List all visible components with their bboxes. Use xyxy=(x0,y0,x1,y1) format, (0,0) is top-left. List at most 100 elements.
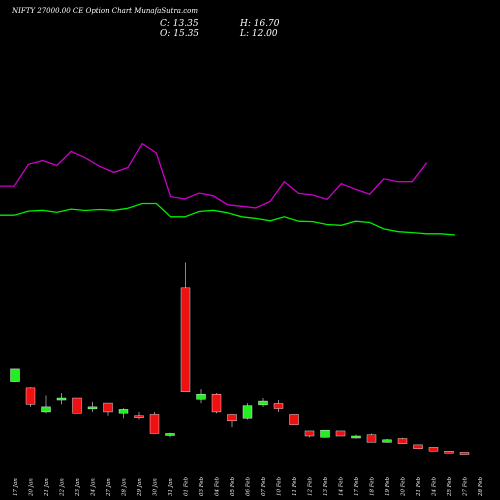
candle-body-up xyxy=(320,429,330,438)
candle xyxy=(149,411,160,434)
high-value: H: 16.70 xyxy=(240,19,280,29)
x-tick-label: 27 Jan xyxy=(106,478,112,497)
candle xyxy=(25,387,36,407)
candle xyxy=(335,430,346,437)
indicator-line-magenta xyxy=(0,142,428,209)
candle xyxy=(180,262,191,392)
candle xyxy=(413,444,423,449)
x-tick-label: 19 Feb xyxy=(385,476,391,496)
x-tick-label: 20 Feb xyxy=(401,476,407,497)
candle xyxy=(41,395,51,414)
candle-body-up xyxy=(258,400,268,406)
x-axis-labels: 17 Jan 20 Jan 21 Jan 22 Jan 23 Jan 24 Jan 27 J… xyxy=(13,476,484,497)
candle xyxy=(56,392,67,405)
candle-body-down xyxy=(227,414,237,422)
candle xyxy=(103,402,113,416)
candle-body-up xyxy=(165,433,175,436)
candle xyxy=(165,432,175,438)
indicator-line-green xyxy=(0,202,456,236)
candle-body-up xyxy=(118,409,129,414)
candle-body-down xyxy=(289,414,299,425)
candle-body-up xyxy=(10,368,20,382)
x-tick-label: 22 Jan xyxy=(60,478,66,497)
x-tick-label: 25 Feb xyxy=(447,476,453,497)
candle xyxy=(134,411,144,420)
candle-body-down xyxy=(273,403,284,409)
candle xyxy=(211,392,222,414)
candle xyxy=(428,447,439,452)
candle-body-down xyxy=(304,430,315,437)
candle-body-up xyxy=(382,439,392,443)
candle xyxy=(351,434,361,439)
x-tick-label: 23 Jan xyxy=(75,478,81,497)
x-tick-label: 28 Feb xyxy=(478,476,484,497)
candle-body-up xyxy=(242,405,253,419)
candle xyxy=(320,429,330,438)
x-tick-label: 17 Feb xyxy=(354,476,360,496)
candle-body-up xyxy=(41,406,51,413)
x-tick-label: 27 Feb xyxy=(463,476,469,497)
candle-body-up xyxy=(87,406,98,410)
x-tick-label: 01 Feb xyxy=(184,476,190,496)
candle-body-down xyxy=(459,452,470,455)
x-tick-label: 12 Feb xyxy=(308,476,314,496)
x-tick-label: 04 Feb xyxy=(215,476,221,496)
candle-body-down xyxy=(397,438,408,444)
candle xyxy=(10,368,20,383)
candle-body-down xyxy=(134,415,144,418)
candle xyxy=(87,401,98,412)
candle-body-up xyxy=(196,394,206,400)
candle xyxy=(118,408,129,419)
candle xyxy=(242,403,253,420)
candle-body-down xyxy=(413,444,423,449)
candle xyxy=(444,451,454,454)
candle-body-down xyxy=(72,397,82,414)
candle xyxy=(273,400,284,412)
x-tick-label: 30 Jan xyxy=(153,478,159,496)
x-tick-label: 07 Feb xyxy=(261,476,267,496)
x-tick-label: 18 Feb xyxy=(370,476,376,496)
candle xyxy=(366,433,377,443)
candle-body-down xyxy=(366,434,377,443)
candle-body-down xyxy=(103,402,113,413)
x-tick-label: 28 Jan xyxy=(122,478,128,497)
x-tick-label: 31 Jan xyxy=(168,478,174,496)
candle xyxy=(227,414,237,428)
x-tick-label: 21 Feb xyxy=(416,476,422,497)
candle xyxy=(196,389,206,404)
x-tick-label: 06 Feb xyxy=(246,476,252,496)
candle xyxy=(258,398,268,407)
candle-body-down xyxy=(335,430,346,437)
chart-header: NIFTY 27000.00 CE Option Chart MunafaSut… xyxy=(12,7,198,15)
x-tick-label: 11 Feb xyxy=(292,476,298,496)
x-tick-label: 24 Jan xyxy=(91,478,97,497)
x-tick-label: 03 Feb xyxy=(199,476,205,496)
candle xyxy=(304,430,315,438)
x-tick-label: 17 Jan xyxy=(13,478,19,496)
candle-body-down xyxy=(211,394,222,413)
x-tick-label: 29 Jan xyxy=(137,478,143,497)
candle-body-down xyxy=(149,414,160,434)
x-tick-label: 20 Jan xyxy=(29,478,35,497)
x-tick-label: 14 Feb xyxy=(339,476,345,496)
x-tick-label: 13 Feb xyxy=(323,476,329,496)
candle-body-up xyxy=(56,397,67,401)
candle xyxy=(397,437,408,444)
candle-body-up xyxy=(351,435,361,439)
candle xyxy=(72,397,82,414)
candle-body-down xyxy=(25,387,36,405)
candle-body-down xyxy=(444,451,454,454)
x-tick-label: 21 Jan xyxy=(44,478,50,497)
low-value: L: 12.00 xyxy=(240,29,278,39)
indicator-lines xyxy=(0,142,456,236)
candle xyxy=(382,439,392,443)
x-tick-label: 24 Feb xyxy=(432,476,438,497)
candle-body-down xyxy=(180,287,191,392)
candles xyxy=(10,262,470,455)
x-tick-label: 05 Feb xyxy=(230,476,236,496)
candle xyxy=(459,452,470,455)
x-tick-label: 10 Feb xyxy=(277,476,283,496)
open-value: O: 15.35 xyxy=(160,29,200,39)
close-value: C: 13.35 xyxy=(160,19,199,29)
